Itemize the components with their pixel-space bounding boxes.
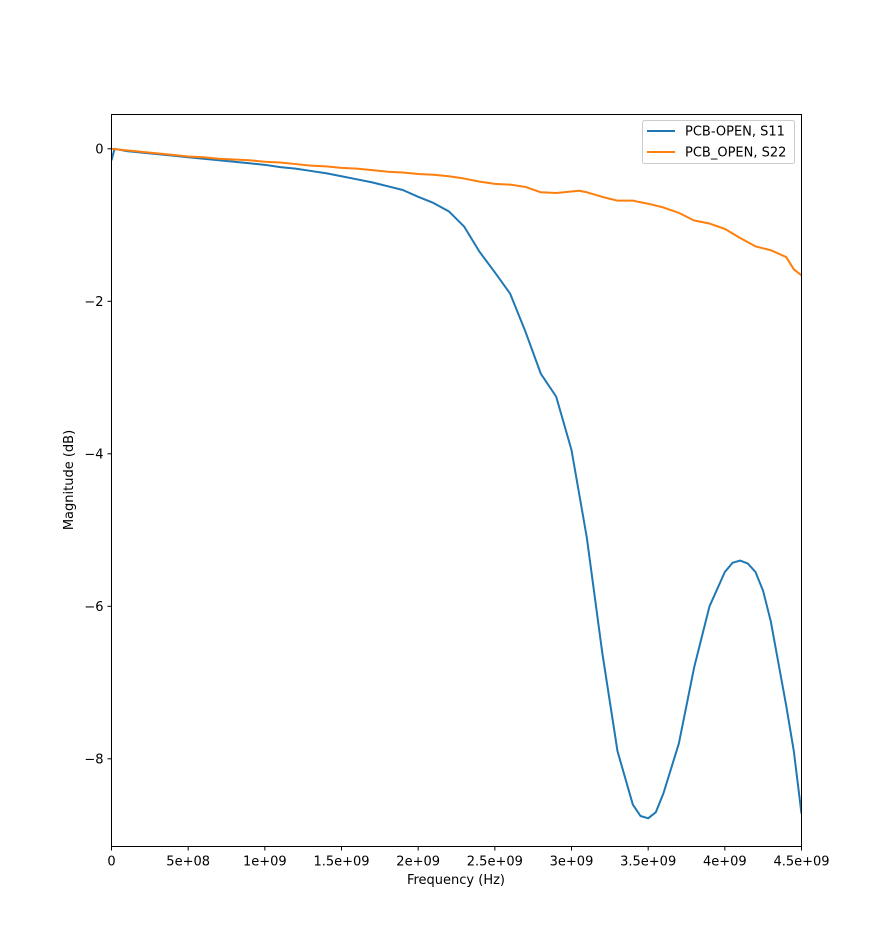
- x-tick-label: 4e+09: [703, 855, 747, 870]
- y-axis: 0 −2 −4 −6 −8: [84, 142, 112, 767]
- x-tick-label: 4.5e+09: [773, 855, 829, 870]
- y-axis-label: Magnitude (dB): [62, 430, 77, 530]
- legend-label-s11: PCB-OPEN, S11: [685, 125, 785, 140]
- series-line-0: [111, 147, 802, 820]
- x-tick-label: 1.5e+09: [313, 855, 369, 870]
- series-line-1: [111, 147, 802, 277]
- y-tick-label: −2: [84, 295, 103, 310]
- legend: PCB-OPEN, S11 PCB_OPEN, S22: [642, 120, 795, 164]
- y-tick-label: −4: [84, 447, 103, 462]
- x-axis-label: Frequency (Hz): [407, 873, 505, 888]
- plot-lines: [111, 147, 802, 820]
- x-tick-label: 3e+09: [550, 855, 594, 870]
- y-tick-label: 0: [95, 142, 103, 157]
- y-tick-label: −6: [84, 600, 103, 615]
- y-tick-label: −8: [84, 752, 103, 767]
- x-tick-label: 5e+08: [166, 855, 210, 870]
- x-axis: 0 5e+08 1e+09 1.5e+09 2e+09 2.5e+09 3e+09 3.5e+…: [107, 846, 830, 870]
- x-tick-label: 3.5e+09: [620, 855, 676, 870]
- x-tick-label: 2e+09: [396, 855, 440, 870]
- x-tick-label: 1e+09: [243, 855, 287, 870]
- x-tick-label: 2.5e+09: [467, 855, 523, 870]
- legend-box: [642, 120, 795, 164]
- legend-label-s22: PCB_OPEN, S22: [685, 146, 786, 161]
- plot-frame: [111, 114, 802, 847]
- x-tick-label: 0: [107, 855, 115, 870]
